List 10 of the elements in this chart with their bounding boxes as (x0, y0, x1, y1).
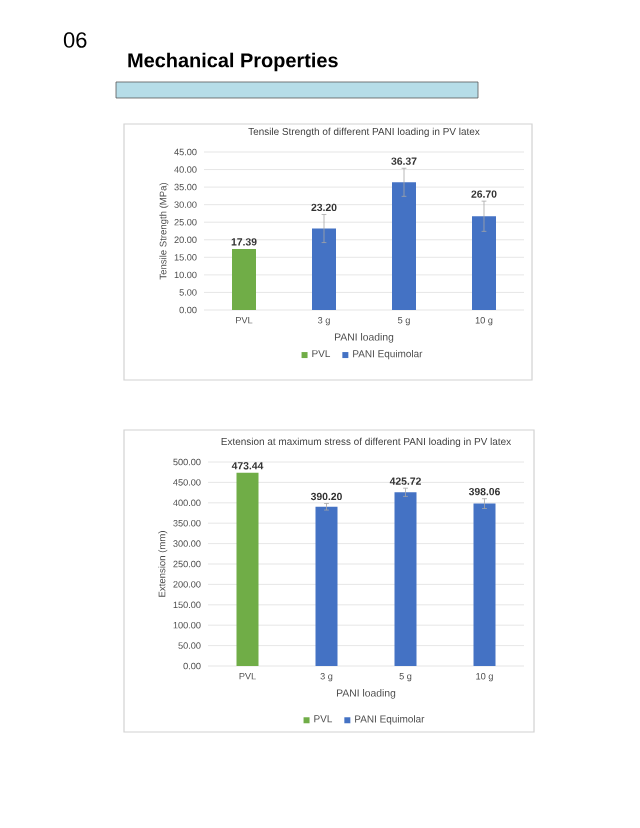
bar (236, 472, 259, 666)
bar (312, 228, 336, 310)
bar (472, 216, 496, 310)
bar (392, 182, 416, 310)
bar (315, 506, 338, 666)
bar (473, 503, 496, 666)
text: 06 (63, 32, 87, 48)
bar (394, 492, 417, 666)
bar (232, 248, 256, 310)
text: Mechanical Properties (128, 52, 338, 72)
